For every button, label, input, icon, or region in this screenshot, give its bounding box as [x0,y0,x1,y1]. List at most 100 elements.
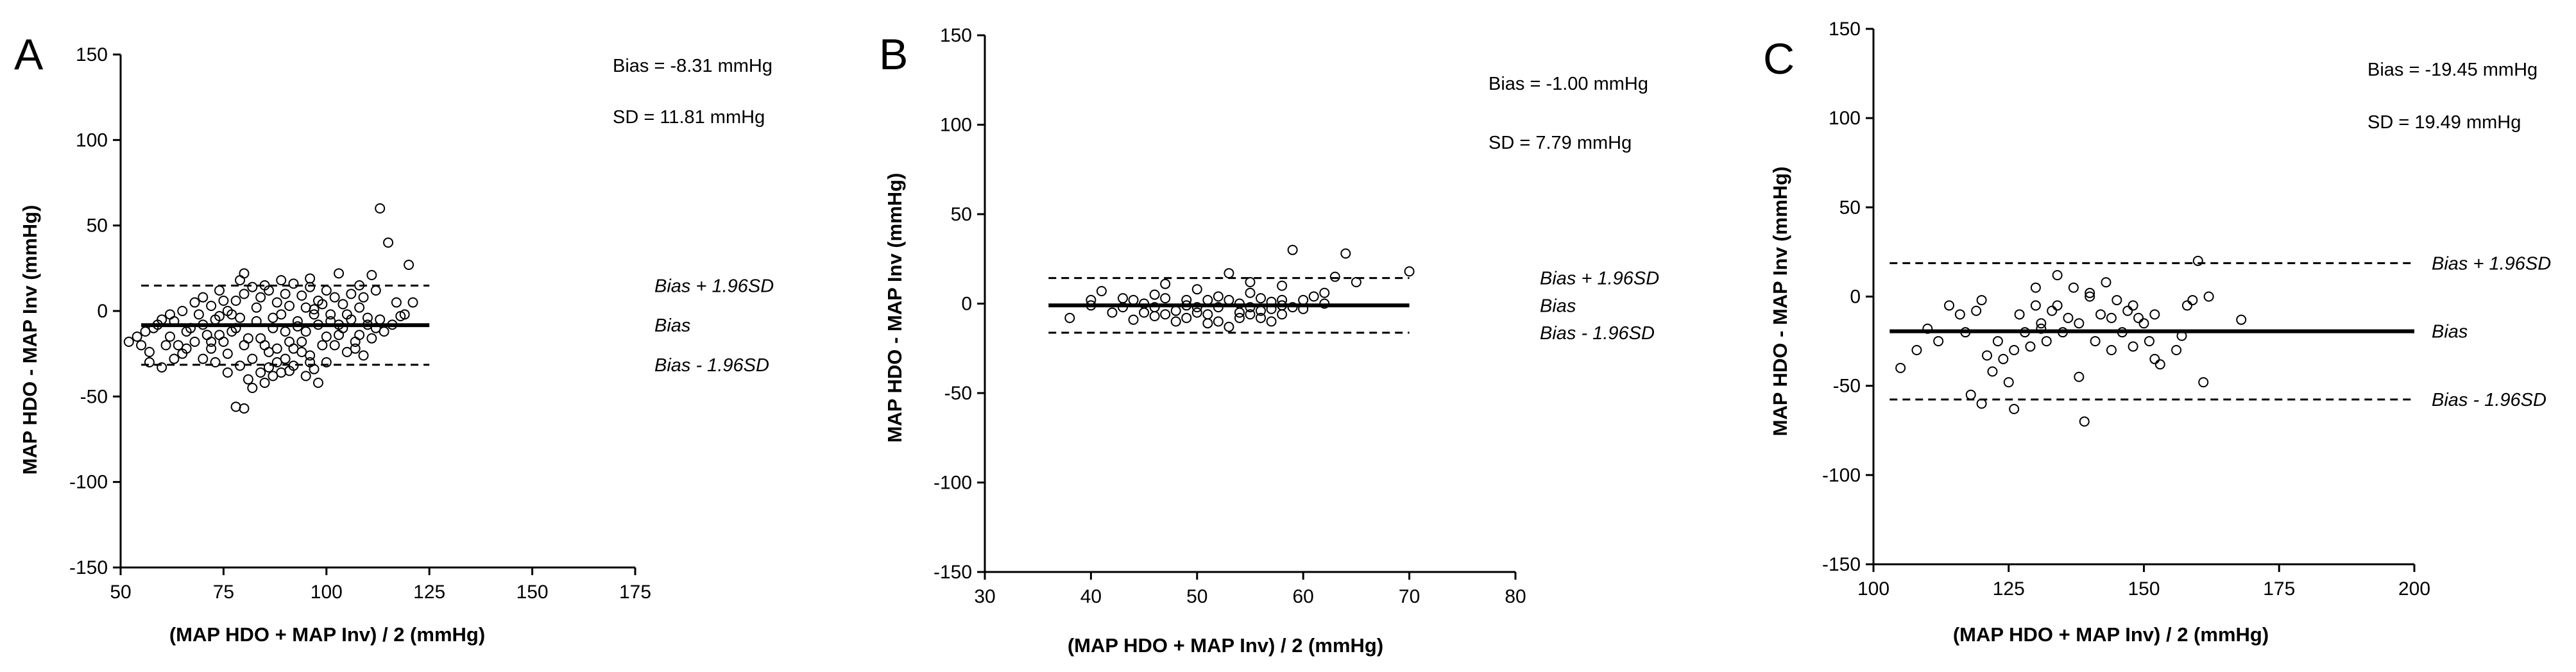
data-point [2079,416,2090,427]
panel-letter-c: C [1763,35,1795,83]
x-axis-title: (MAP HDO + MAP Inv) / 2 (mmHg) [169,623,485,646]
data-point [1308,291,1319,302]
data-point [230,296,241,306]
data-point [358,292,369,303]
data-point [226,326,237,337]
data-point [1277,280,1288,291]
data-point [251,302,262,313]
lower-loa-label: Bias - 1.96SD [1540,323,1655,344]
data-point [276,275,287,285]
data-point [189,297,200,308]
data-point [387,319,398,330]
data-point [2149,309,2160,320]
y-tick-label: 100 [76,130,108,151]
data-point [259,378,270,388]
data-point [247,281,258,292]
scatter-points [123,203,418,414]
data-point [317,340,328,351]
data-point [2009,403,2020,414]
data-point [235,275,246,285]
data-point [1139,307,1150,318]
scatter-points [1064,244,1415,332]
data-point [2030,282,2041,293]
data-point [1933,336,1944,347]
data-point [358,350,369,361]
data-point [1149,311,1160,322]
x-axis-title: (MAP HDO + MAP Inv) / 2 (mmHg) [1953,623,2269,646]
data-point [160,340,171,351]
data-point [2128,341,2138,352]
data-point [350,343,361,354]
data-point [1351,277,1361,288]
x-tick-label: 80 [1505,586,1526,607]
data-point [276,367,287,378]
data-point [1287,302,1298,313]
data-point [1922,323,1933,334]
x-tick-label: 200 [2398,578,2430,600]
y-tick-label: -50 [944,383,972,404]
data-point [2025,341,2036,352]
data-point [325,309,336,320]
y-tick-label: 0 [97,301,108,322]
data-point [407,297,418,308]
data-point [198,292,209,303]
panel-c: C Bias = -19.45 mmHg SD = 19.49 mmHg (MA… [1763,19,2551,646]
data-point [239,403,250,414]
data-point [309,309,320,320]
data-point [210,314,221,325]
data-point [1234,298,1245,309]
data-point [362,319,373,330]
sd-annotation: SD = 7.79 mmHg [1488,133,1632,153]
y-tick-label: -150 [69,557,108,578]
y-tick-label: 0 [961,294,972,315]
data-point [1064,312,1075,323]
data-point [2101,277,2111,288]
data-point [2122,305,2133,316]
data-point [164,309,175,320]
data-point [210,357,221,367]
data-point [362,312,373,323]
data-point [2009,345,2020,355]
data-point [132,332,142,342]
data-point [2095,309,2106,320]
data-point [239,340,250,351]
data-point [1971,305,1982,316]
data-point [309,364,320,374]
data-point [296,290,307,301]
data-point [235,360,246,371]
data-point [2192,255,2203,266]
data-point [1954,309,1965,320]
data-point [214,285,225,296]
data-point [1256,312,1267,323]
data-point [271,343,282,354]
data-point [2138,318,2149,329]
data-point [1181,300,1192,311]
x-ticks: 100 125 150 175 200 [1857,564,2430,600]
sd-annotation: SD = 19.49 mmHg [2367,112,2521,133]
y-tick-label: 100 [940,115,972,136]
data-point [218,337,229,347]
data-point [370,285,381,296]
data-point [1256,293,1267,304]
data-point [296,337,307,347]
data-point [1911,345,1922,355]
data-point [2003,377,2014,388]
data-point [292,321,303,332]
data-point [152,319,163,330]
data-point [284,301,295,311]
data-point [2171,345,2182,355]
y-tick-label: 150 [76,44,108,65]
data-point [1181,294,1192,305]
data-point [201,330,212,340]
data-point [305,273,316,284]
bias-annotation: Bias = -1.00 mmHg [1488,74,1648,94]
data-point [2058,327,2068,338]
data-point [375,314,386,325]
data-point [189,337,200,347]
y-tick-label: 50 [87,215,108,237]
upper-loa-label: Bias + 1.96SD [654,276,774,296]
data-point [2176,330,2187,341]
x-tick-label: 75 [213,582,234,603]
data-point [1266,303,1277,314]
